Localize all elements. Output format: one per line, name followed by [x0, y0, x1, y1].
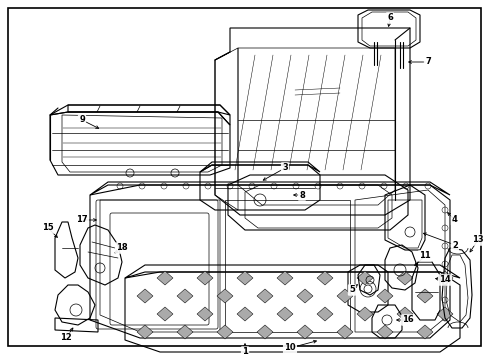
Text: 8: 8 [299, 190, 304, 199]
Polygon shape [197, 271, 213, 285]
Polygon shape [436, 271, 452, 285]
Polygon shape [316, 307, 332, 321]
Polygon shape [197, 307, 213, 321]
Polygon shape [336, 289, 352, 303]
Polygon shape [217, 325, 232, 339]
Polygon shape [296, 325, 312, 339]
Text: 10: 10 [284, 343, 295, 352]
Text: 12: 12 [60, 333, 72, 342]
Text: 11: 11 [418, 252, 430, 261]
Polygon shape [376, 325, 392, 339]
Text: 13: 13 [471, 235, 483, 244]
Text: 3: 3 [282, 163, 287, 172]
Polygon shape [396, 271, 412, 285]
Text: 1: 1 [242, 347, 247, 356]
Polygon shape [157, 307, 173, 321]
Polygon shape [356, 307, 372, 321]
Text: 18: 18 [116, 243, 127, 252]
Polygon shape [296, 289, 312, 303]
Polygon shape [257, 289, 272, 303]
Text: 15: 15 [42, 224, 54, 233]
Polygon shape [356, 271, 372, 285]
Text: 5: 5 [348, 285, 354, 294]
Polygon shape [316, 271, 332, 285]
Polygon shape [177, 325, 193, 339]
Polygon shape [336, 325, 352, 339]
Polygon shape [416, 289, 432, 303]
Polygon shape [237, 271, 252, 285]
Text: 6: 6 [386, 13, 392, 22]
Polygon shape [276, 271, 292, 285]
Text: 17: 17 [76, 216, 88, 225]
Text: 7: 7 [424, 58, 430, 67]
Polygon shape [217, 289, 232, 303]
Polygon shape [157, 271, 173, 285]
Polygon shape [396, 307, 412, 321]
Text: 2: 2 [451, 240, 457, 249]
Polygon shape [137, 325, 153, 339]
Polygon shape [376, 289, 392, 303]
Polygon shape [416, 325, 432, 339]
Text: 4: 4 [451, 216, 457, 225]
Polygon shape [436, 307, 452, 321]
Text: 9: 9 [79, 116, 85, 125]
Polygon shape [276, 307, 292, 321]
Polygon shape [257, 325, 272, 339]
Polygon shape [137, 289, 153, 303]
Text: 14: 14 [438, 275, 450, 284]
Polygon shape [237, 307, 252, 321]
Polygon shape [177, 289, 193, 303]
Text: 16: 16 [401, 315, 413, 324]
